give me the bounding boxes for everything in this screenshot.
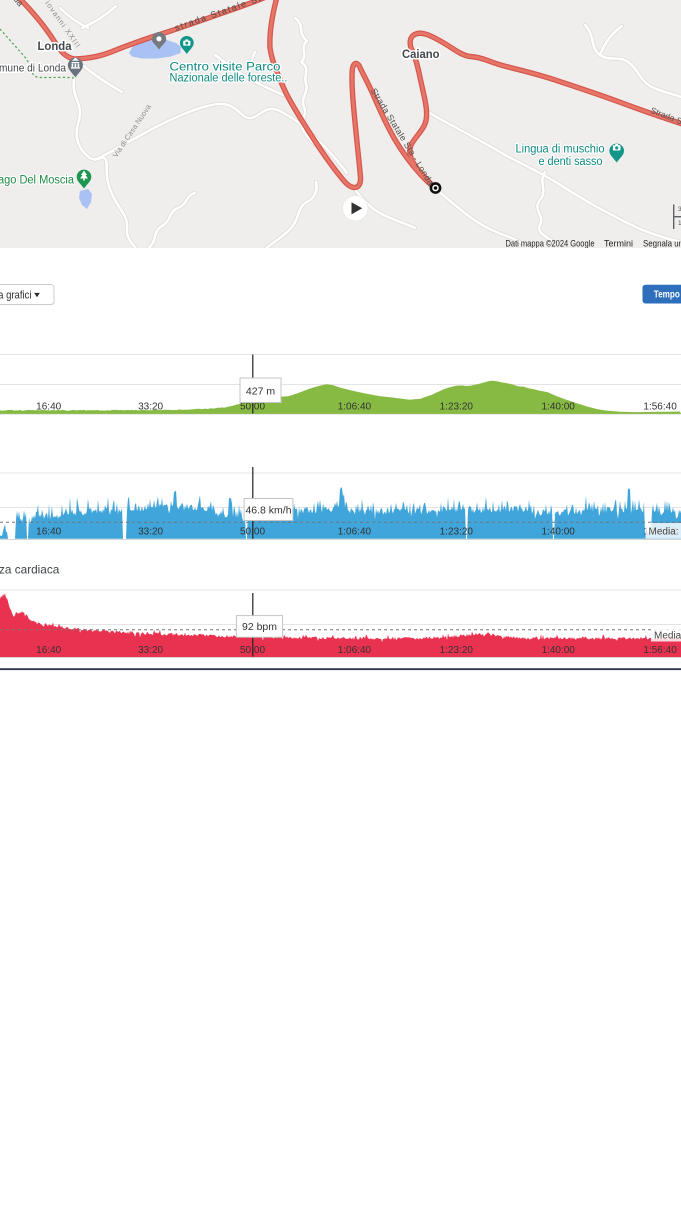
- svg-text:427 m: 427 m: [246, 385, 275, 397]
- svg-text:1:56:40: 1:56:40: [643, 645, 677, 656]
- svg-text:mune di Londa: mune di Londa: [0, 63, 67, 75]
- svg-text:Londa: Londa: [38, 41, 73, 53]
- svg-text:Media:: Media:: [649, 527, 679, 538]
- svg-text:e denti sasso: e denti sasso: [539, 156, 603, 168]
- svg-text:1:40:00: 1:40:00: [542, 402, 576, 413]
- svg-text:1:06:40: 1:06:40: [338, 526, 372, 537]
- svg-text:1:06:40: 1:06:40: [338, 402, 372, 413]
- svg-text:33:20: 33:20: [138, 526, 163, 537]
- svg-text:33:20: 33:20: [138, 402, 163, 413]
- svg-text:1:06:40: 1:06:40: [338, 645, 372, 656]
- svg-text:33:20: 33:20: [138, 645, 163, 656]
- svg-text:ta grafici: ta grafici: [0, 289, 32, 301]
- svg-text:16:40: 16:40: [36, 526, 61, 537]
- svg-text:1:23:20: 1:23:20: [440, 526, 474, 537]
- svg-text:ago Del Moscia: ago Del Moscia: [0, 175, 75, 187]
- svg-text:Termini: Termini: [604, 239, 633, 250]
- svg-text:1:23:20: 1:23:20: [440, 645, 474, 656]
- svg-text:16:40: 16:40: [36, 645, 61, 656]
- svg-text:1:23:20: 1:23:20: [440, 402, 474, 413]
- svg-text:Nazionale delle foreste..: Nazionale delle foreste..: [170, 73, 288, 85]
- svg-text:Tempo: Tempo: [654, 290, 680, 301]
- svg-text:Lingua di muschio: Lingua di muschio: [516, 144, 605, 156]
- svg-text:92 bpm: 92 bpm: [242, 621, 277, 633]
- svg-text:16:40: 16:40: [36, 402, 61, 413]
- svg-text:Dati mappa ©2024 Google: Dati mappa ©2024 Google: [506, 239, 595, 250]
- svg-text:za cardiaca: za cardiaca: [0, 563, 60, 577]
- svg-text:1:40:00: 1:40:00: [542, 645, 576, 656]
- svg-text:Media:: Media:: [654, 631, 681, 642]
- svg-text:46.8 km/h: 46.8 km/h: [245, 504, 291, 516]
- svg-text:Caiano: Caiano: [402, 49, 440, 61]
- svg-text:Segnala un: Segnala un: [643, 239, 681, 250]
- svg-text:1:40:00: 1:40:00: [542, 526, 576, 537]
- svg-text:1:56:40: 1:56:40: [643, 402, 677, 413]
